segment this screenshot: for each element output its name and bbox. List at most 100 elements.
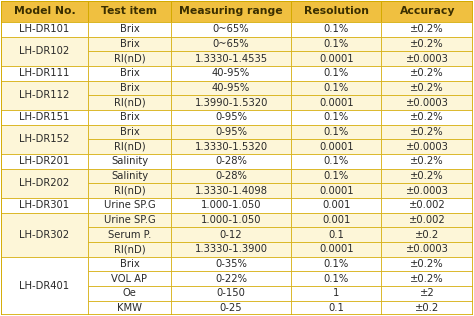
Bar <box>171 81 292 95</box>
Text: LH-DR101: LH-DR101 <box>19 24 70 34</box>
Text: 0.0001: 0.0001 <box>319 98 354 108</box>
Text: ±0.002: ±0.002 <box>409 215 446 225</box>
Bar <box>88 271 171 286</box>
Text: Measuring range: Measuring range <box>179 6 283 16</box>
Text: Salinity: Salinity <box>111 156 148 166</box>
Text: Urine SP.G: Urine SP.G <box>104 200 155 210</box>
Text: 0.001: 0.001 <box>322 215 350 225</box>
Bar <box>381 183 474 198</box>
Text: ±0.0003: ±0.0003 <box>406 244 449 254</box>
Bar <box>171 227 292 242</box>
Bar <box>88 95 171 110</box>
Bar <box>88 198 171 213</box>
Text: 1.3990-1.5320: 1.3990-1.5320 <box>194 98 268 108</box>
Bar <box>0 169 88 198</box>
Text: Accuracy: Accuracy <box>400 6 455 16</box>
Text: ±0.2%: ±0.2% <box>410 127 444 137</box>
Bar <box>88 227 171 242</box>
Bar <box>88 183 171 198</box>
Text: RI(nD): RI(nD) <box>114 54 146 64</box>
Bar <box>381 286 474 301</box>
Text: Oe: Oe <box>123 288 137 298</box>
Text: Urine SP.G: Urine SP.G <box>104 215 155 225</box>
Text: ±0.2%: ±0.2% <box>410 259 444 269</box>
Bar <box>171 110 292 125</box>
Bar <box>88 257 171 271</box>
Text: LH-DR201: LH-DR201 <box>19 156 70 166</box>
Text: ±0.2%: ±0.2% <box>410 24 444 34</box>
Bar <box>0 37 88 66</box>
Text: RI(nD): RI(nD) <box>114 98 146 108</box>
Text: Serum P.: Serum P. <box>108 230 151 240</box>
Text: 1.000-1.050: 1.000-1.050 <box>201 200 261 210</box>
Bar <box>88 301 171 315</box>
Text: ±0.2%: ±0.2% <box>410 171 444 181</box>
Text: 0.001: 0.001 <box>322 200 350 210</box>
Text: LH-DR301: LH-DR301 <box>19 200 70 210</box>
Text: 0.0001: 0.0001 <box>319 54 354 64</box>
Text: Brix: Brix <box>119 39 139 49</box>
Text: RI(nD): RI(nD) <box>114 186 146 196</box>
Text: LH-DR152: LH-DR152 <box>19 134 70 144</box>
Bar <box>0 125 88 154</box>
Bar <box>88 139 171 154</box>
Bar <box>381 95 474 110</box>
Text: ±0.2%: ±0.2% <box>410 274 444 284</box>
Bar <box>292 125 381 139</box>
Bar <box>88 52 171 66</box>
Bar <box>292 213 381 227</box>
Bar <box>171 301 292 315</box>
Bar <box>171 169 292 183</box>
Text: LH-DR202: LH-DR202 <box>19 178 70 188</box>
Text: 0~65%: 0~65% <box>213 24 249 34</box>
Bar <box>88 169 171 183</box>
Text: ±0.2%: ±0.2% <box>410 112 444 122</box>
Text: 1.000-1.050: 1.000-1.050 <box>201 215 261 225</box>
Bar <box>292 95 381 110</box>
Text: Brix: Brix <box>119 68 139 78</box>
Text: 0.1%: 0.1% <box>324 68 349 78</box>
Text: Resolution: Resolution <box>304 6 369 16</box>
Text: 0-28%: 0-28% <box>215 156 247 166</box>
Text: 0-35%: 0-35% <box>215 259 247 269</box>
Bar <box>381 22 474 37</box>
Text: ±0.2%: ±0.2% <box>410 156 444 166</box>
Text: ±0.2%: ±0.2% <box>410 39 444 49</box>
Text: LH-DR102: LH-DR102 <box>19 46 70 57</box>
Text: 0.0001: 0.0001 <box>319 244 354 254</box>
Bar <box>292 169 381 183</box>
Bar <box>292 301 381 315</box>
Bar <box>88 22 171 37</box>
Text: 0-28%: 0-28% <box>215 171 247 181</box>
Bar <box>292 242 381 257</box>
Bar <box>171 95 292 110</box>
Text: LH-DR111: LH-DR111 <box>19 68 70 78</box>
Text: LH-DR151: LH-DR151 <box>19 112 70 122</box>
Bar <box>0 22 88 37</box>
Text: 0.1: 0.1 <box>328 230 344 240</box>
Text: 0-25: 0-25 <box>220 303 242 313</box>
Bar <box>381 169 474 183</box>
Text: ±0.0003: ±0.0003 <box>406 54 449 64</box>
Bar <box>0 213 88 257</box>
Bar <box>88 125 171 139</box>
Text: 1.3330-1.4098: 1.3330-1.4098 <box>195 186 268 196</box>
Bar <box>171 257 292 271</box>
Bar <box>88 286 171 301</box>
Bar <box>171 154 292 169</box>
Text: Test item: Test item <box>101 6 157 16</box>
Bar <box>381 154 474 169</box>
Bar <box>292 139 381 154</box>
Text: 1.3330-1.5320: 1.3330-1.5320 <box>194 142 268 152</box>
Text: 0.1%: 0.1% <box>324 156 349 166</box>
Text: 0-95%: 0-95% <box>215 112 247 122</box>
Bar <box>292 257 381 271</box>
Bar <box>88 154 171 169</box>
Bar <box>88 110 171 125</box>
Bar <box>0 257 88 315</box>
Bar <box>381 271 474 286</box>
Bar <box>0 110 88 125</box>
Bar <box>381 52 474 66</box>
Text: 0.1: 0.1 <box>328 303 344 313</box>
Bar <box>171 1 292 22</box>
